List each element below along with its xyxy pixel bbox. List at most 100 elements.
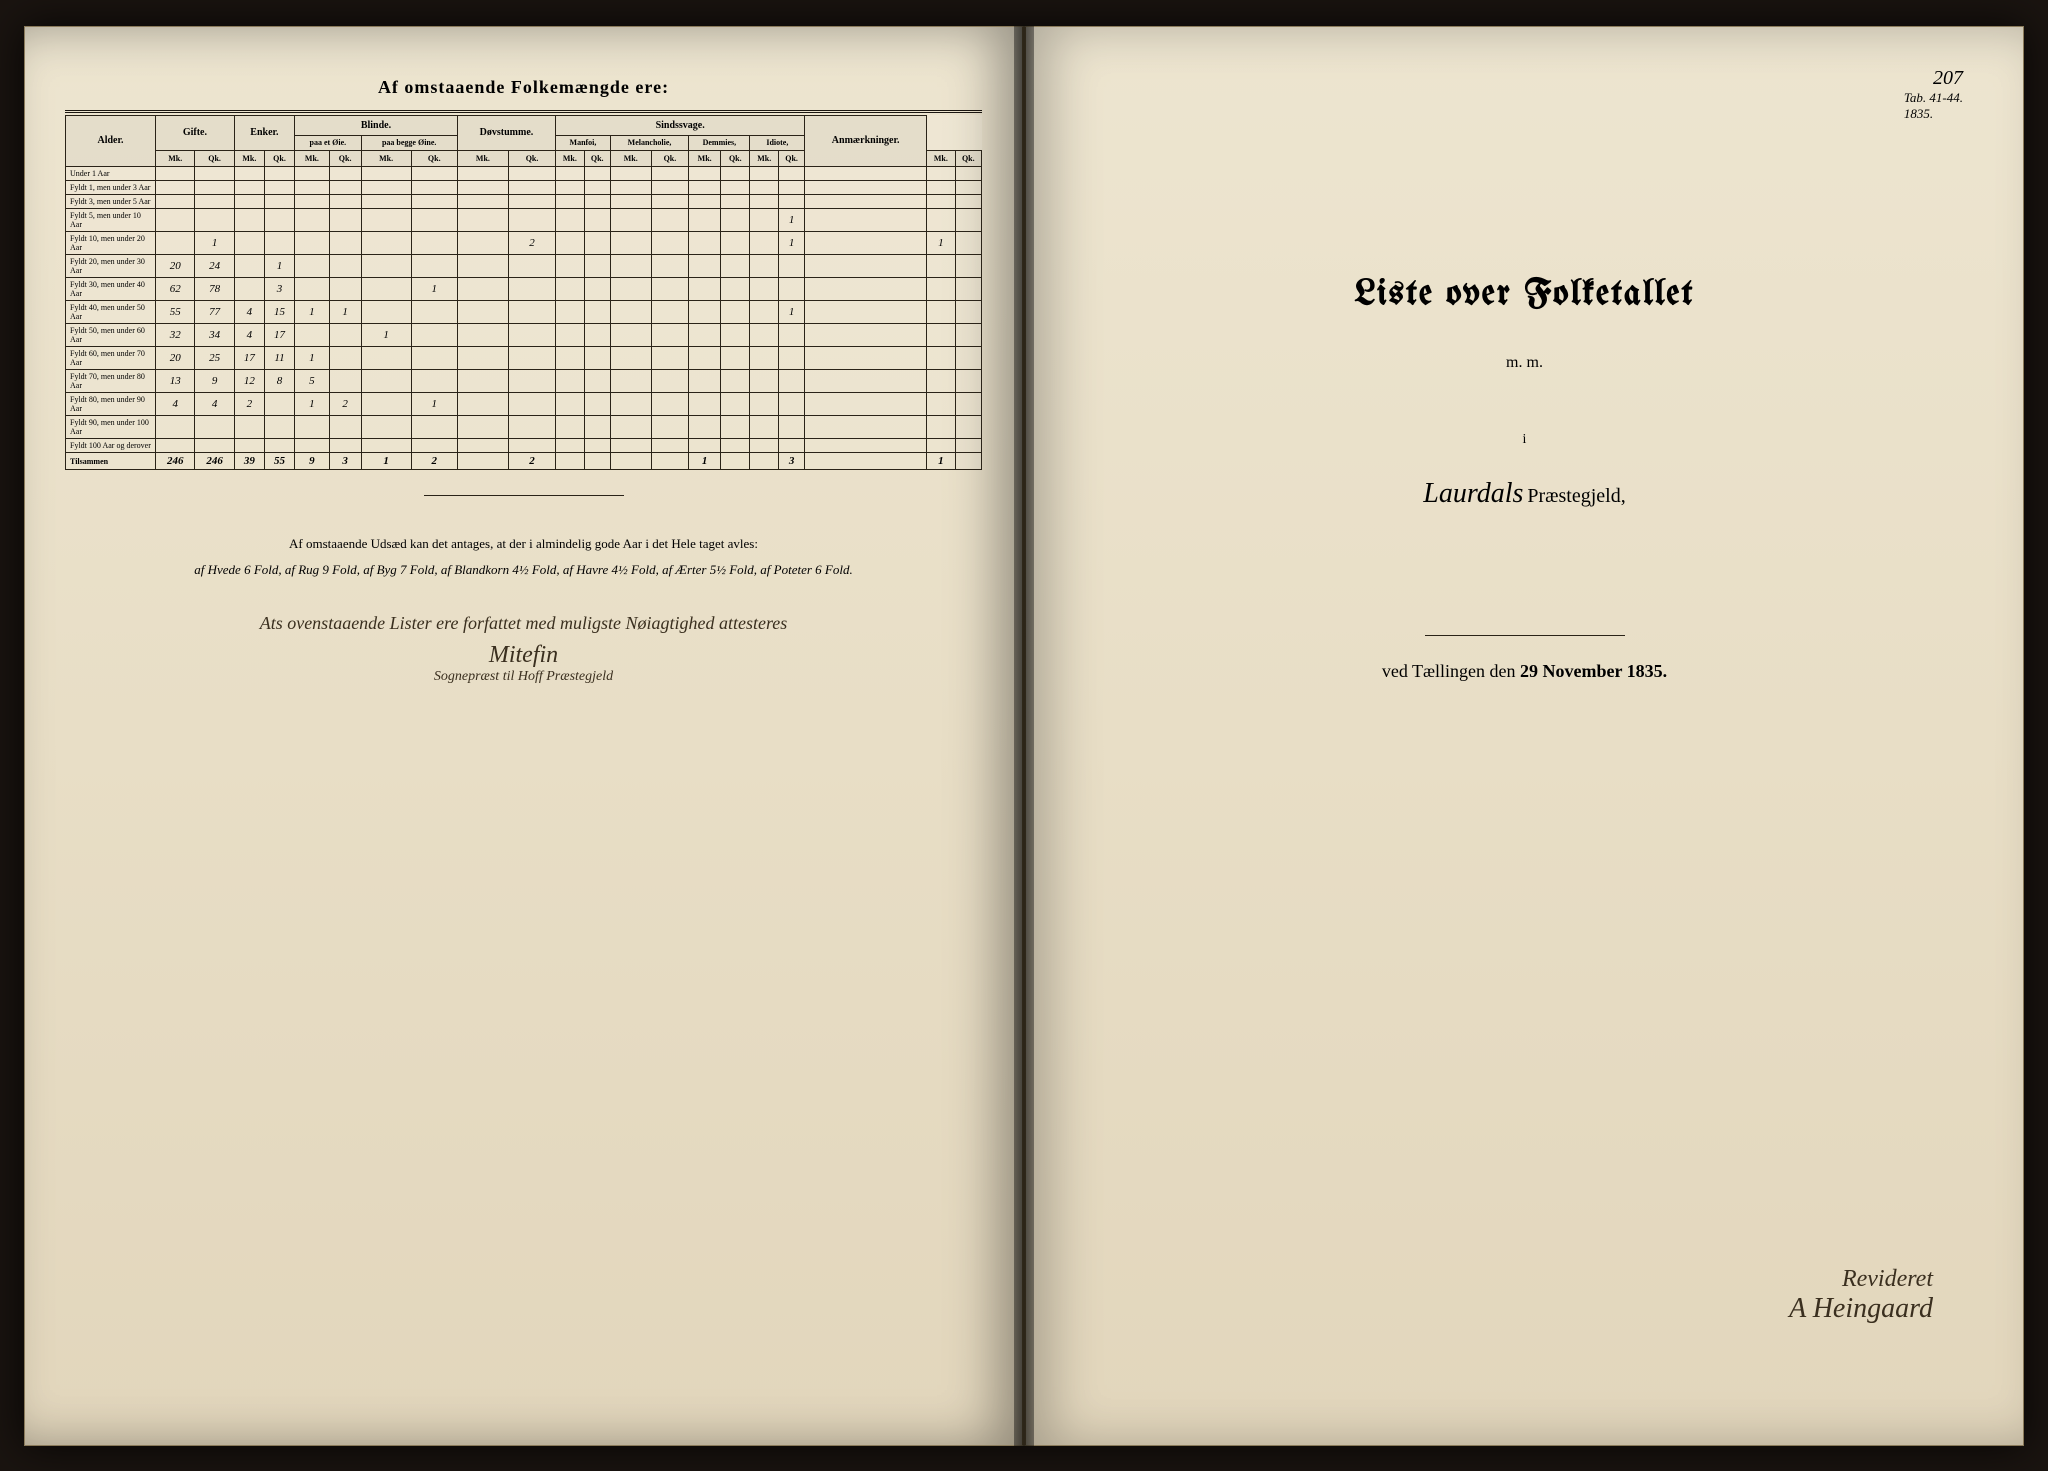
cell <box>234 209 264 232</box>
cell <box>689 347 721 370</box>
cell <box>195 181 234 195</box>
cell <box>457 232 508 255</box>
cell <box>556 324 584 347</box>
cell <box>195 209 234 232</box>
cell: 77 <box>195 301 234 324</box>
cell <box>750 255 778 278</box>
title-main: Liste over Folketallet <box>1354 277 1694 314</box>
yields-text: af Hvede 6 Fold, af Rug 9 Fold, af Byg 7… <box>65 562 982 578</box>
cell <box>651 232 689 255</box>
total-cell <box>805 453 927 470</box>
cell <box>295 324 330 347</box>
row-label: Fyldt 20, men under 30 Aar <box>66 255 156 278</box>
cell <box>721 416 750 439</box>
table-row: Fyldt 1, men under 3 Aar <box>66 181 982 195</box>
total-cell: 3 <box>778 453 804 470</box>
cell: 1 <box>778 209 804 232</box>
cell <box>411 439 457 453</box>
col-qk: Qk. <box>778 151 804 167</box>
cell <box>556 181 584 195</box>
cell <box>778 416 804 439</box>
cell <box>610 324 651 347</box>
blinde-sub-2: paa begge Øine. <box>361 135 457 151</box>
cell <box>361 232 411 255</box>
cell <box>805 181 927 195</box>
total-cell <box>750 453 778 470</box>
cell: 15 <box>264 301 294 324</box>
col-qk: Qk. <box>195 151 234 167</box>
cell <box>195 195 234 209</box>
cell <box>927 181 955 195</box>
divider <box>424 495 624 496</box>
cell <box>556 439 584 453</box>
cell <box>750 347 778 370</box>
remark-cell <box>955 255 981 278</box>
cell <box>778 167 804 181</box>
cell: 1 <box>295 301 330 324</box>
cell <box>264 209 294 232</box>
cell <box>508 347 555 370</box>
cell <box>610 255 651 278</box>
cell <box>778 195 804 209</box>
cell <box>651 278 689 301</box>
cell <box>195 439 234 453</box>
cell <box>610 181 651 195</box>
total-cell: 1 <box>361 453 411 470</box>
cell <box>689 393 721 416</box>
cell <box>689 232 721 255</box>
cell <box>556 209 584 232</box>
cell <box>508 209 555 232</box>
cell <box>584 416 610 439</box>
row-label: Fyldt 60, men under 70 Aar <box>66 347 156 370</box>
col-blinde: Blinde. <box>295 115 458 135</box>
cell <box>234 255 264 278</box>
cell <box>234 167 264 181</box>
cell: 17 <box>264 324 294 347</box>
cell <box>295 167 330 181</box>
cell: 4 <box>195 393 234 416</box>
total-cell: 2 <box>411 453 457 470</box>
cell <box>651 209 689 232</box>
cell <box>411 347 457 370</box>
cell <box>651 301 689 324</box>
cell: 9 <box>195 370 234 393</box>
cell <box>805 301 927 324</box>
cell <box>361 181 411 195</box>
remark-cell <box>955 416 981 439</box>
cell <box>651 167 689 181</box>
table-row: Fyldt 60, men under 70 Aar202517111 <box>66 347 982 370</box>
date-value: 29 November 1835. <box>1520 661 1667 681</box>
cell: 13 <box>156 370 195 393</box>
left-page: Af omstaaende Folkemængde ere: Alder. Gi… <box>24 26 1024 1446</box>
cell <box>584 181 610 195</box>
total-cell: 9 <box>295 453 330 470</box>
cell <box>750 278 778 301</box>
cell <box>721 301 750 324</box>
row-label: Fyldt 5, men under 10 Aar <box>66 209 156 232</box>
table-row: Fyldt 30, men under 40 Aar627831 <box>66 278 982 301</box>
cell: 1 <box>295 393 330 416</box>
col-mk: Mk. <box>927 151 955 167</box>
cell <box>329 439 361 453</box>
cell <box>750 209 778 232</box>
table-row: Fyldt 3, men under 5 Aar <box>66 195 982 209</box>
cell <box>750 324 778 347</box>
cell <box>721 255 750 278</box>
col-mk: Mk. <box>457 151 508 167</box>
cell <box>508 324 555 347</box>
cell <box>778 278 804 301</box>
cell <box>556 416 584 439</box>
cell <box>584 195 610 209</box>
remark-cell <box>955 278 981 301</box>
cell <box>411 181 457 195</box>
cell <box>750 232 778 255</box>
cell <box>156 209 195 232</box>
remark-cell <box>955 301 981 324</box>
title-place: Laurdals <box>1423 478 1523 509</box>
cell <box>508 393 555 416</box>
cell <box>651 416 689 439</box>
row-label: Fyldt 90, men under 100 Aar <box>66 416 156 439</box>
cell: 24 <box>195 255 234 278</box>
cell: 34 <box>195 324 234 347</box>
cell <box>805 393 927 416</box>
